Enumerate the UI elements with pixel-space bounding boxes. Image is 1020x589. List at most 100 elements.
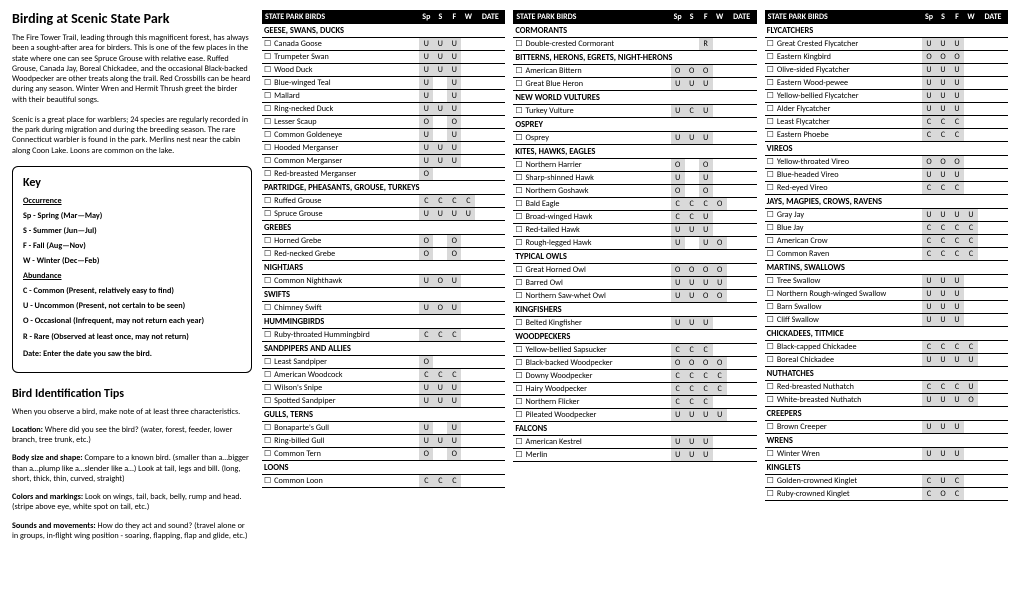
bird-row: Ring-billed GullUUU [262, 435, 505, 448]
date-cell[interactable] [727, 344, 757, 356]
date-cell[interactable] [475, 103, 505, 115]
date-cell[interactable] [727, 370, 757, 382]
date-cell[interactable] [475, 155, 505, 167]
date-cell[interactable] [475, 329, 505, 341]
date-cell[interactable] [978, 103, 1008, 115]
season-cell: C [671, 198, 685, 210]
date-cell[interactable] [727, 436, 757, 448]
date-cell[interactable] [475, 395, 505, 407]
date-cell[interactable] [978, 156, 1008, 168]
date-cell[interactable] [475, 129, 505, 141]
date-cell[interactable] [978, 381, 1008, 393]
date-cell[interactable] [475, 195, 505, 207]
date-cell[interactable] [978, 222, 1008, 234]
date-cell[interactable] [727, 159, 757, 171]
date-cell[interactable] [475, 475, 505, 487]
season-cell [461, 77, 475, 89]
season-cell: O [671, 264, 685, 276]
date-cell[interactable] [727, 396, 757, 408]
date-cell[interactable] [978, 354, 1008, 366]
date-cell[interactable] [475, 369, 505, 381]
date-cell[interactable] [727, 317, 757, 329]
season-cell: U [419, 90, 433, 102]
date-cell[interactable] [727, 449, 757, 461]
date-cell[interactable] [978, 488, 1008, 500]
date-cell[interactable] [978, 182, 1008, 194]
date-cell[interactable] [727, 65, 757, 77]
date-cell[interactable] [727, 132, 757, 144]
date-cell[interactable] [475, 422, 505, 434]
date-cell[interactable] [727, 224, 757, 236]
date-cell[interactable] [978, 341, 1008, 353]
date-cell[interactable] [475, 142, 505, 154]
date-cell[interactable] [727, 277, 757, 289]
season-cell: C [936, 129, 950, 141]
column-header: STATE PARK BIRDSSpSFWDATE [513, 10, 756, 24]
date-cell[interactable] [978, 275, 1008, 287]
date-cell[interactable] [978, 90, 1008, 102]
key-occ-2: F - Fall (Aug—Nov) [23, 241, 241, 252]
date-cell[interactable] [727, 383, 757, 395]
bird-name: Lesser Scaup [262, 116, 419, 128]
date-cell[interactable] [475, 90, 505, 102]
date-cell[interactable] [978, 288, 1008, 300]
date-cell[interactable] [978, 248, 1008, 260]
date-cell[interactable] [978, 209, 1008, 221]
bird-name: Least Sandpiper [262, 356, 419, 368]
bird-row: Blue JayCCCC [765, 222, 1008, 235]
date-cell[interactable] [978, 235, 1008, 247]
date-cell[interactable] [978, 77, 1008, 89]
season-cell: U [950, 394, 964, 406]
date-cell[interactable] [475, 38, 505, 50]
season-cell: O [964, 394, 978, 406]
season-cell: C [950, 129, 964, 141]
date-cell[interactable] [475, 356, 505, 368]
date-cell[interactable] [475, 77, 505, 89]
date-cell[interactable] [727, 78, 757, 90]
date-cell[interactable] [475, 448, 505, 460]
date-cell[interactable] [727, 264, 757, 276]
date-cell[interactable] [978, 116, 1008, 128]
date-cell[interactable] [978, 169, 1008, 181]
date-cell[interactable] [727, 211, 757, 223]
date-cell[interactable] [978, 314, 1008, 326]
date-cell[interactable] [727, 105, 757, 117]
date-cell[interactable] [978, 129, 1008, 141]
date-cell[interactable] [978, 64, 1008, 76]
date-cell[interactable] [727, 290, 757, 302]
date-cell[interactable] [475, 248, 505, 260]
date-cell[interactable] [475, 435, 505, 447]
date-cell[interactable] [727, 409, 757, 421]
date-cell[interactable] [978, 38, 1008, 50]
season-cell: C [950, 248, 964, 260]
date-cell[interactable] [978, 448, 1008, 460]
season-cell: U [419, 435, 433, 447]
date-cell[interactable] [727, 357, 757, 369]
date-cell[interactable] [475, 51, 505, 63]
date-cell[interactable] [978, 394, 1008, 406]
date-cell[interactable] [475, 302, 505, 314]
date-cell[interactable] [978, 51, 1008, 63]
date-cell[interactable] [727, 172, 757, 184]
date-cell[interactable] [475, 235, 505, 247]
date-cell[interactable] [475, 208, 505, 220]
date-cell[interactable] [475, 116, 505, 128]
season-cell [713, 211, 727, 223]
date-cell[interactable] [978, 475, 1008, 487]
season-cell: U [964, 354, 978, 366]
date-cell[interactable] [475, 64, 505, 76]
season-cell: C [922, 475, 936, 487]
date-cell[interactable] [475, 382, 505, 394]
season-cell: O [419, 235, 433, 247]
date-cell[interactable] [727, 237, 757, 249]
bird-name: Barn Swallow [765, 301, 922, 313]
date-cell[interactable] [727, 185, 757, 197]
date-cell[interactable] [978, 301, 1008, 313]
date-cell[interactable] [475, 168, 505, 180]
date-cell[interactable] [727, 198, 757, 210]
season-cell: O [447, 248, 461, 260]
date-cell[interactable] [475, 275, 505, 287]
group-heading: BITTERNS, HERONS, EGRETS, NIGHT-HERONS [513, 51, 756, 65]
date-cell[interactable] [727, 38, 757, 50]
date-cell[interactable] [978, 421, 1008, 433]
